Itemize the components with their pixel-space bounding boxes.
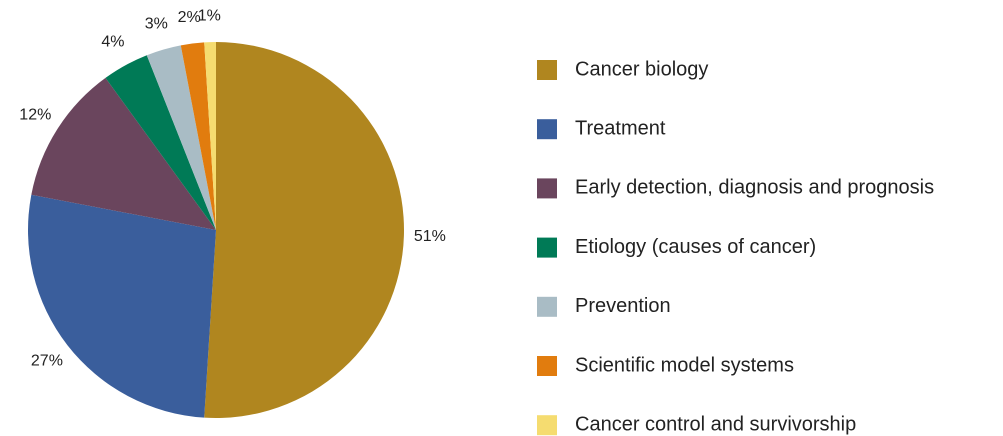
- legend-swatch: [537, 178, 557, 199]
- data-label: 27%: [31, 352, 63, 369]
- data-label: 3%: [145, 16, 168, 33]
- legend-swatch: [537, 60, 557, 80]
- pie-slice: [204, 42, 405, 419]
- legend-label: Scientific model systems: [575, 354, 794, 376]
- data-label: 2%: [178, 9, 201, 26]
- legend-swatch: [537, 296, 557, 317]
- data-label: 51%: [414, 228, 446, 245]
- legend-swatch: [537, 415, 557, 436]
- legend-label: Etiology (causes of cancer): [575, 236, 816, 258]
- legend-label: Treatment: [575, 117, 666, 139]
- data-label: 4%: [101, 34, 124, 51]
- pie-slice: [31, 77, 216, 230]
- legend-label: Early detection, diagnosis and prognosis: [575, 177, 934, 199]
- pie-slice: [204, 42, 216, 230]
- pie-slice: [27, 194, 217, 418]
- pie-slice: [146, 45, 216, 230]
- legend-swatch: [537, 356, 557, 376]
- pie-slice: [180, 42, 216, 231]
- legend-swatch: [537, 119, 557, 140]
- data-label: 12%: [19, 107, 51, 124]
- legend-label: Prevention: [575, 295, 671, 317]
- pie-slice: [105, 55, 216, 230]
- data-label: 1%: [198, 7, 221, 24]
- legend-label: Cancer control and survivorship: [575, 413, 856, 435]
- legend-label: Cancer biology: [575, 58, 708, 80]
- legend-swatch: [537, 237, 557, 258]
